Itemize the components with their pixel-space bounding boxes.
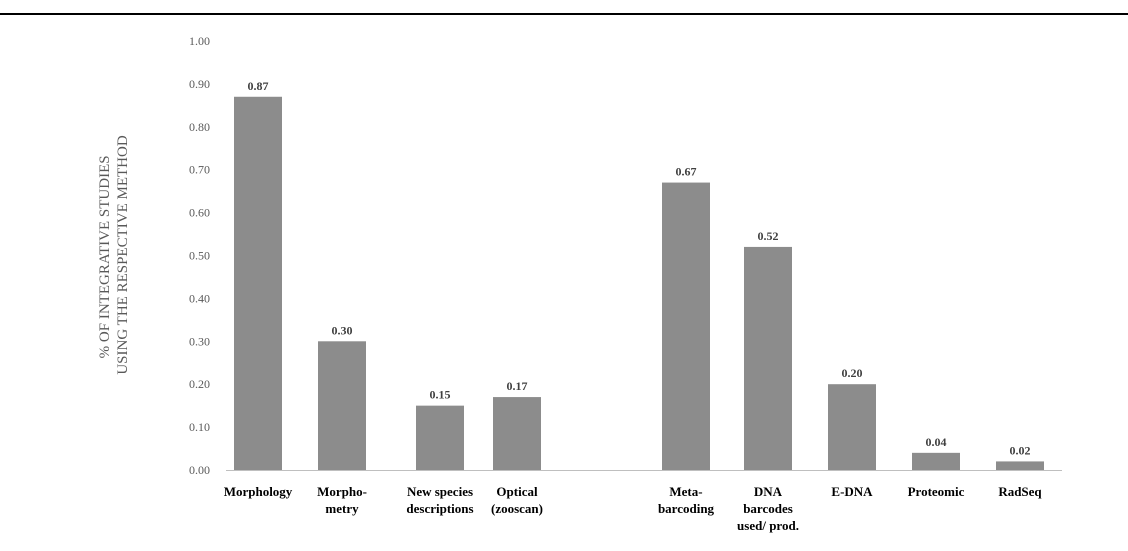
x-tick-label: Morpho-metry — [317, 484, 367, 516]
bar — [493, 397, 541, 470]
bar — [996, 461, 1044, 470]
data-label: 0.87 — [248, 79, 269, 93]
y-tick-label: 0.80 — [189, 120, 210, 134]
bar — [416, 405, 464, 470]
bars — [234, 96, 1044, 471]
top-rule — [0, 13, 1128, 15]
bar — [828, 384, 876, 470]
y-axis-title-line-2: USING THE RESPECTIVE METHOD — [115, 135, 131, 374]
data-label: 0.04 — [926, 435, 947, 449]
x-tick-label: Optical (zooscan) — [491, 484, 543, 516]
x-axis-labels: Morphology Morpho-metry New species descrip… — [224, 484, 1043, 533]
data-label: 0.30 — [332, 323, 353, 337]
bar — [912, 452, 960, 470]
x-tick-label: RadSeq — [998, 484, 1042, 499]
bar — [234, 96, 282, 471]
bar — [662, 182, 710, 470]
data-label: 0.67 — [676, 165, 697, 179]
y-tick-label: 0.10 — [189, 420, 210, 434]
y-tick-label: 0.30 — [189, 334, 210, 348]
data-label: 0.20 — [842, 366, 863, 380]
y-tick-label: 0.40 — [189, 291, 210, 305]
y-axis-title: % OF INTEGRATIVE STUDIES USING THE RESPE… — [97, 135, 131, 374]
x-tick-label: E-DNA — [831, 484, 873, 499]
data-label: 0.17 — [507, 379, 528, 393]
x-tick-label: Proteomic — [908, 484, 965, 499]
x-tick-label: DNA barcodes used/ prod. — [737, 484, 799, 533]
data-label: 0.52 — [758, 229, 779, 243]
x-tick-label: New species descriptions — [406, 484, 473, 516]
x-tick-label: Morphology — [224, 484, 293, 499]
y-tick-label: 0.00 — [189, 463, 210, 477]
data-label: 0.02 — [1010, 443, 1031, 457]
data-label: 0.15 — [430, 388, 451, 402]
y-axis-ticks: 0.00 0.10 0.20 0.30 0.40 0.50 0.60 0.70 0.80 0.90… — [189, 34, 210, 477]
bar — [744, 246, 792, 470]
y-tick-label: 0.90 — [189, 77, 210, 91]
y-tick-label: 0.70 — [189, 163, 210, 177]
y-tick-label: 0.20 — [189, 377, 210, 391]
y-tick-label: 0.50 — [189, 249, 210, 263]
y-axis-title-line-1: % OF INTEGRATIVE STUDIES — [97, 155, 113, 358]
bar — [318, 341, 366, 470]
y-tick-label: 0.60 — [189, 206, 210, 220]
value-labels: 0.87 0.30 0.15 0.17 0.67 0.52 0.20 0.04 0.02 — [248, 79, 1031, 458]
y-tick-label: 1.00 — [189, 34, 210, 48]
x-tick-label: Meta-barcoding — [658, 484, 715, 516]
